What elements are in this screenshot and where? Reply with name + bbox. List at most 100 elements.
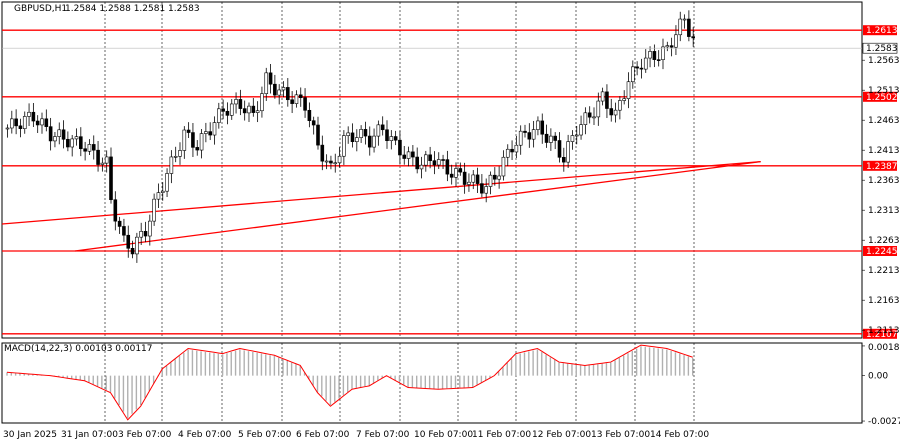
candle bbox=[436, 152, 441, 170]
candle bbox=[83, 141, 87, 161]
trendlines[interactable] bbox=[1, 160, 761, 252]
candle bbox=[600, 87, 605, 106]
candle bbox=[35, 115, 40, 134]
candle bbox=[277, 84, 281, 105]
candle bbox=[195, 140, 200, 156]
candle bbox=[656, 50, 661, 67]
candle bbox=[639, 58, 644, 79]
candle bbox=[380, 116, 385, 136]
candle bbox=[587, 106, 592, 124]
time-tick-label: 31 Jan 07:00 bbox=[61, 430, 118, 440]
candle bbox=[346, 126, 350, 144]
candle bbox=[350, 123, 355, 148]
candle bbox=[152, 193, 156, 226]
candle bbox=[273, 74, 277, 99]
candle bbox=[372, 128, 376, 153]
candle bbox=[661, 38, 665, 70]
candle bbox=[320, 135, 325, 171]
candle bbox=[117, 216, 122, 234]
candle bbox=[238, 89, 243, 116]
candle bbox=[574, 125, 579, 145]
candle bbox=[303, 88, 307, 118]
candle bbox=[135, 232, 139, 263]
time-axis[interactable]: 30 Jan 2025 31 Jan 07:00 3 Feb 07:00 4 Feb … bbox=[3, 430, 709, 440]
price-pane-border bbox=[1, 1, 863, 339]
candle bbox=[165, 168, 169, 198]
price-tick-label: 1.2163 bbox=[868, 296, 900, 306]
candle bbox=[307, 102, 312, 128]
candle bbox=[91, 135, 96, 160]
candle bbox=[652, 44, 657, 68]
price-axis[interactable]: 1.2563 1.2513 1.2463 1.2413 1.2363 1.2313 1.22… bbox=[2, 42, 900, 336]
time-tick-label: 14 Feb 07:00 bbox=[650, 430, 709, 440]
macd-tick-label: 0.00 bbox=[868, 372, 888, 382]
candle bbox=[359, 125, 363, 143]
price-tick-label: 1.2563 bbox=[868, 56, 900, 66]
candle bbox=[424, 150, 428, 172]
time-tick-label: 5 Feb 07:00 bbox=[238, 430, 292, 440]
candle bbox=[255, 101, 260, 123]
candle bbox=[592, 107, 596, 125]
time-tick-label: 3 Feb 07:00 bbox=[118, 430, 172, 440]
candle bbox=[178, 142, 182, 165]
macd-pane-border bbox=[1, 342, 863, 424]
candle bbox=[337, 147, 342, 168]
price-tick-label: 1.2363 bbox=[868, 176, 900, 186]
current-price-label: 1.2583 bbox=[866, 44, 898, 54]
level-tag bbox=[863, 246, 897, 256]
level-label: 1.2502 bbox=[866, 93, 898, 103]
ohlc-values: 1.2584 1.2588 1.2581 1.2583 bbox=[65, 4, 200, 14]
candle bbox=[398, 131, 402, 165]
time-tick-label: 10 Feb 07:00 bbox=[414, 430, 473, 440]
candle bbox=[225, 102, 230, 125]
horizontal-levels[interactable]: 1.2613 1.2502 1.2387 1.2245 1.2107 bbox=[2, 25, 898, 340]
candle bbox=[613, 102, 618, 123]
candle bbox=[57, 122, 62, 145]
level-label: 1.2613 bbox=[866, 26, 898, 36]
candle bbox=[510, 140, 514, 160]
candle bbox=[687, 10, 691, 42]
candle bbox=[355, 129, 359, 152]
candle bbox=[242, 100, 247, 121]
candle bbox=[467, 173, 471, 192]
candle bbox=[553, 132, 557, 150]
candle bbox=[329, 155, 333, 170]
time-tick-label: 30 Jan 2025 bbox=[3, 430, 57, 440]
candle bbox=[143, 221, 148, 243]
candlesticks bbox=[5, 10, 695, 263]
candle bbox=[18, 118, 23, 138]
candle bbox=[79, 127, 83, 157]
candle bbox=[609, 98, 614, 122]
candle bbox=[122, 218, 126, 242]
candle bbox=[631, 60, 635, 89]
candle bbox=[691, 27, 695, 47]
current-price-tag bbox=[862, 42, 898, 54]
candle bbox=[648, 46, 652, 68]
candle bbox=[674, 25, 678, 55]
candle bbox=[126, 225, 131, 258]
candle bbox=[471, 170, 476, 190]
candle bbox=[66, 131, 70, 152]
candle bbox=[665, 41, 670, 52]
trendline[interactable] bbox=[1, 160, 761, 225]
trendline[interactable] bbox=[74, 160, 761, 252]
candle bbox=[419, 156, 424, 179]
time-tick-label: 6 Feb 07:00 bbox=[296, 430, 350, 440]
price-tick-label: 1.2263 bbox=[868, 236, 900, 246]
candle bbox=[14, 109, 18, 135]
candle bbox=[156, 183, 161, 208]
candle bbox=[130, 240, 135, 259]
candle bbox=[342, 130, 346, 165]
time-tick-label: 4 Feb 07:00 bbox=[178, 430, 232, 440]
candle bbox=[333, 153, 338, 173]
candle bbox=[221, 99, 225, 120]
candle bbox=[109, 147, 113, 204]
price-tick-label: 1.2513 bbox=[868, 86, 900, 96]
candle bbox=[643, 49, 648, 73]
candle bbox=[286, 78, 290, 107]
candle bbox=[204, 122, 208, 143]
candle bbox=[385, 120, 389, 149]
candle bbox=[212, 116, 217, 145]
candle bbox=[182, 126, 187, 159]
candle bbox=[480, 174, 484, 198]
